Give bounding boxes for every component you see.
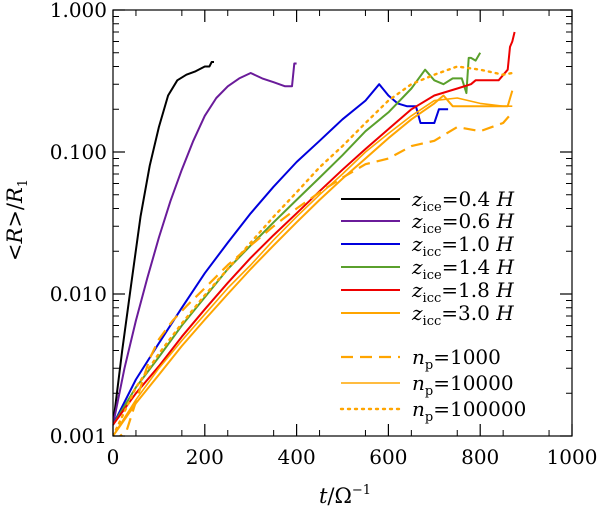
x-axis-label-omega: Ω <box>334 484 351 508</box>
series-line-8 <box>113 65 514 436</box>
x-tick-label: 600 <box>369 445 407 469</box>
legend-label-main: z <box>411 278 423 302</box>
legend-label-7: np=10000 <box>412 371 514 399</box>
legend-label-1: zice=0.6 H <box>411 209 515 237</box>
x-tick-label: 0 <box>107 445 120 469</box>
legend-label-main: z <box>411 187 423 211</box>
legend-label-main: z <box>411 255 423 279</box>
y-axis-label-r2: R <box>3 187 27 204</box>
series-layer <box>113 31 516 436</box>
y-tick-label: 0.100 <box>50 140 107 164</box>
legend-label-unit: H <box>490 187 514 211</box>
legend-label-sub: ice <box>423 200 442 215</box>
series-line-5 <box>113 90 514 436</box>
legend-label-value: =100000 <box>433 397 526 421</box>
y-tick-label: 1.000 <box>50 0 107 22</box>
legend-label-unit: H <box>490 301 514 325</box>
legend-label-sub: icc <box>423 314 442 329</box>
legend-label-main: n <box>412 371 425 395</box>
legend-label-sub: ice <box>423 268 442 283</box>
legend-label-unit: H <box>490 255 514 279</box>
legend-label-value: =1.0 <box>441 232 490 256</box>
legend-label-value: =0.4 <box>442 187 491 211</box>
plot-frame <box>112 9 573 437</box>
legend-label-sub: icc <box>423 291 442 306</box>
legend-label-unit: H <box>490 232 514 256</box>
y-axis-label-lt: < <box>3 243 27 261</box>
x-axis-label-slash: / <box>327 484 335 508</box>
legend-label-value: =10000 <box>433 371 513 395</box>
legend-label-8: np=100000 <box>412 397 526 425</box>
series-line-2 <box>113 83 449 426</box>
legend-label-value: =1.8 <box>441 278 490 302</box>
x-axis-label: t/Ω−1 <box>319 483 371 508</box>
legend-label-main: z <box>411 301 423 325</box>
y-axis-label-gt: >/ <box>3 202 27 228</box>
legend-label-value: =1.4 <box>442 255 491 279</box>
legend-label-5: zicc=3.0 H <box>411 301 514 329</box>
legend-label-sub: ice <box>423 222 442 237</box>
legend-label-value: =0.6 <box>442 209 491 233</box>
legend-label-sub: p <box>425 358 433 373</box>
ticks-layer <box>112 9 573 437</box>
legend-label-sub: p <box>425 384 433 399</box>
x-axis-label-t: t <box>319 484 328 508</box>
series-line-4 <box>113 31 516 426</box>
series-line-0 <box>113 61 214 425</box>
legend-label-0: zice=0.4 H <box>411 187 515 215</box>
series-line-3 <box>113 52 482 426</box>
x-tick-label: 400 <box>278 445 316 469</box>
y-tick-label: 0.001 <box>50 424 107 448</box>
x-tick-label: 1000 <box>547 445 598 469</box>
y-axis-label-sub: 1 <box>16 179 31 187</box>
legend-label-main: n <box>412 397 425 421</box>
legend-label-unit: H <box>490 278 514 302</box>
x-axis-label-sup: −1 <box>352 483 371 498</box>
legend-label-sub: p <box>425 410 433 425</box>
y-axis-label-r: R <box>3 227 27 244</box>
legend-label-main: n <box>412 345 425 369</box>
legend-label-main: z <box>411 232 423 256</box>
legend-label-2: zicc=1.0 H <box>411 232 514 260</box>
legend-label-4: zicc=1.8 H <box>411 278 514 306</box>
legend-label-main: z <box>411 209 423 233</box>
series-line-1 <box>113 62 297 425</box>
y-tick-label: 0.010 <box>50 282 107 306</box>
legend-label-sub: icc <box>423 245 442 260</box>
y-axis-label: <R>/R1 <box>3 179 31 261</box>
series-line-6 <box>118 111 514 436</box>
series-line-7 <box>113 97 513 436</box>
x-tick-label: 200 <box>186 445 224 469</box>
legend-label-3: zice=1.4 H <box>411 255 515 283</box>
legend-label-unit: H <box>490 209 514 233</box>
legend-label-6: np=1000 <box>412 345 501 373</box>
legend-label-value: =1000 <box>433 345 501 369</box>
legend-label-value: =3.0 <box>441 301 490 325</box>
x-tick-label: 800 <box>461 445 499 469</box>
tick-labels-layer: 0 200 400 600 800 1000 0.001 0.010 0.100 1.000 <box>50 0 598 469</box>
